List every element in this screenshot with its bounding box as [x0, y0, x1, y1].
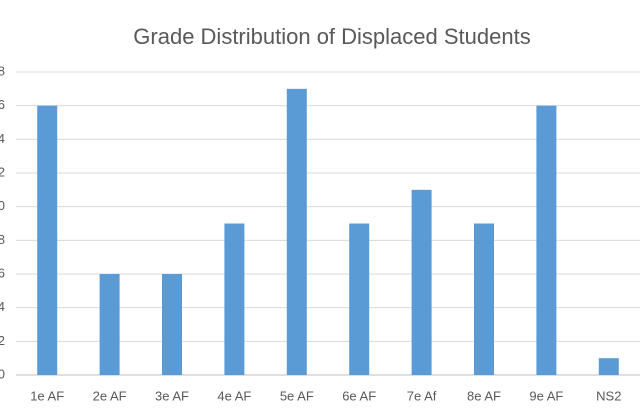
- x-tick-label: 3e AF: [155, 388, 189, 403]
- bar: [536, 105, 557, 376]
- bar: [162, 274, 182, 375]
- x-tick-label: NS2: [596, 388, 621, 403]
- y-tick-label: 0: [0, 366, 5, 381]
- y-tick-label: 18: [0, 63, 5, 78]
- y-tick-label: 16: [0, 97, 5, 112]
- bar: [349, 223, 370, 375]
- y-tick-label: 14: [0, 131, 5, 146]
- y-tick-label: 12: [0, 164, 5, 179]
- bar: [99, 274, 120, 375]
- x-tick-label: 5e AF: [280, 388, 314, 403]
- x-tick-label: 9e AF: [529, 388, 563, 403]
- bar: [411, 189, 432, 375]
- bar: [37, 105, 58, 376]
- x-tick-label: 7e Af: [407, 388, 437, 403]
- bar: [286, 88, 307, 375]
- x-tick-label: 8e AF: [467, 388, 501, 403]
- chart-title: Grade Distribution of Displaced Students: [133, 24, 530, 49]
- x-tick-label: 6e AF: [342, 388, 376, 403]
- bar: [224, 223, 245, 375]
- x-tick-label: 1e AF: [30, 388, 64, 403]
- y-tick-label: 2: [0, 333, 5, 348]
- y-tick-label: 8: [0, 232, 5, 247]
- x-tick-label: 2e AF: [93, 388, 127, 403]
- y-tick-label: 10: [0, 198, 5, 213]
- bar: [474, 223, 494, 375]
- y-tick-label: 4: [0, 299, 5, 314]
- y-tick-label: 6: [0, 265, 5, 280]
- bar: [598, 358, 619, 375]
- x-tick-label: 4e AF: [217, 388, 251, 403]
